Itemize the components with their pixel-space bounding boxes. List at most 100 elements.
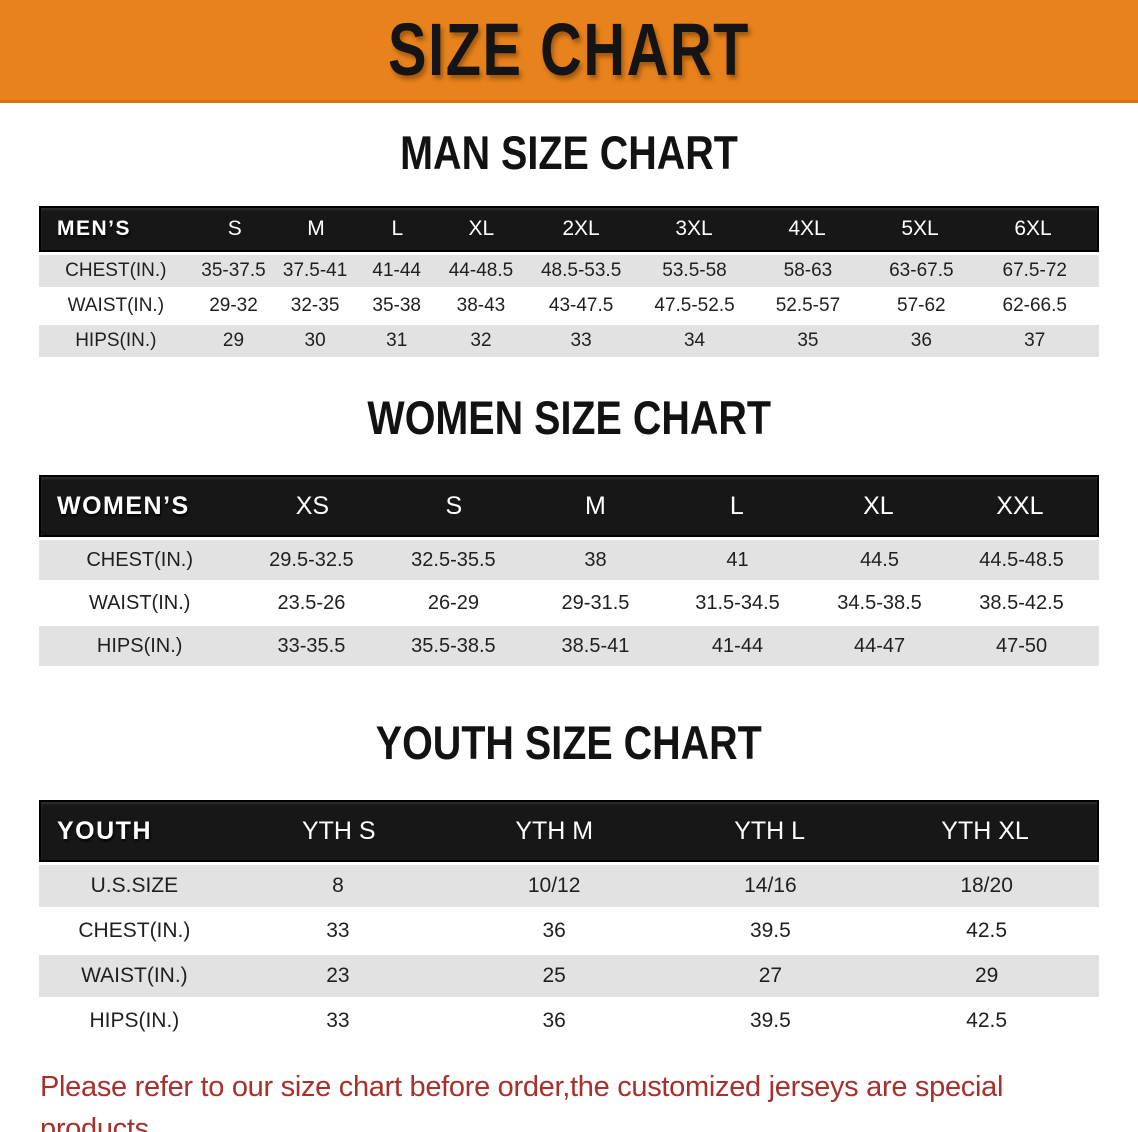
mens-header-label: MEN’S xyxy=(57,217,132,240)
mens-cell-value: 34 xyxy=(683,330,706,351)
womens-header-label: WOMEN’S xyxy=(57,491,190,520)
youth-size-table: YOUTH YTH S YTH M YTH L YTH XL U.S.SIZE 8 10/1… xyxy=(39,800,1099,1042)
womens-section-heading: WOMEN SIZE CHART xyxy=(0,390,1138,455)
womens-row-label: WAIST(IN.) xyxy=(88,591,191,614)
mens-row-label: WAIST(IN.) xyxy=(67,295,165,316)
youth-cell-value: 27 xyxy=(758,964,783,987)
womens-cell-value: 35.5-38.5 xyxy=(411,634,496,657)
mens-cell-value: 30 xyxy=(304,330,326,351)
womens-row-label: CHEST(IN.) xyxy=(86,548,194,571)
youth-column-header: YTH L xyxy=(734,816,806,845)
youth-size-section: YOUTH SIZE CHART YOUTH YTH S YTH M YTH L YTH… xyxy=(0,715,1138,1042)
mens-cell-value: 37.5-41 xyxy=(282,260,348,281)
table-row: HIPS(IN.) 33-35.5 35.5-38.5 38.5-41 41-44 44-… xyxy=(39,626,1099,666)
womens-cell-value: 44.5 xyxy=(860,548,899,571)
womens-cell-value: 29.5-32.5 xyxy=(269,548,354,571)
youth-cell-value: 29 xyxy=(974,964,999,987)
youth-column-header: YTH XL xyxy=(941,816,1029,845)
mens-cell-value: 33 xyxy=(570,330,592,351)
mens-cell-value: 44-48.5 xyxy=(448,260,514,281)
youth-column-header: YTH S xyxy=(301,816,376,845)
mens-table-body: CHEST(IN.) 35-37.5 37.5-41 41-44 44-48.5 48.5… xyxy=(39,255,1099,357)
womens-table-header-row: WOMEN’S XS S M L XL XXL xyxy=(39,475,1099,537)
womens-cell-value: 38.5-41 xyxy=(561,634,630,657)
mens-cell-value: 63-67.5 xyxy=(889,260,954,281)
mens-cell-value: 29 xyxy=(222,330,245,351)
womens-cell-value: 32.5-35.5 xyxy=(411,548,496,571)
youth-cell-value: 14/16 xyxy=(744,874,797,897)
youth-cell-value: 23 xyxy=(326,964,350,987)
womens-size-section: WOMEN SIZE CHART WOMEN’S XS S M L XL XXL CHEST… xyxy=(0,390,1138,666)
mens-cell-value: 58-63 xyxy=(783,260,833,281)
mens-column-header: 3XL xyxy=(675,217,713,240)
youth-cell-value: 36 xyxy=(542,919,566,942)
mens-size-section: MAN SIZE CHART MEN’S S M L XL 2XL 3XL 4XL 5XL 6XL… xyxy=(0,125,1138,357)
womens-table-body: CHEST(IN.) 29.5-32.5 32.5-35.5 38 41 44.5 44.5… xyxy=(39,540,1099,666)
mens-cell-value: 47.5-52.5 xyxy=(654,295,735,316)
mens-cell-value: 53.5-58 xyxy=(662,260,727,281)
mens-column-header: M xyxy=(307,217,325,240)
youth-cell-value: 36 xyxy=(542,1009,566,1032)
mens-cell-value: 29-32 xyxy=(209,295,258,316)
table-row: HIPS(IN.) 33 36 39.5 42.5 xyxy=(39,1000,1099,1042)
mens-cell-value: 62-66.5 xyxy=(1002,295,1067,316)
womens-row-label: HIPS(IN.) xyxy=(96,634,183,657)
womens-size-table: WOMEN’S XS S M L XL XXL CHEST(IN.) 29.5-32.5 32.… xyxy=(39,475,1099,666)
table-row: WAIST(IN.) 23.5-26 26-29 29-31.5 31.5-34.5 34… xyxy=(39,583,1099,623)
youth-cell-value: 8 xyxy=(332,874,344,897)
youth-cell-value: 42.5 xyxy=(966,1009,1008,1032)
mens-cell-value: 37 xyxy=(1024,330,1046,351)
mens-row-label: HIPS(IN.) xyxy=(75,330,157,351)
youth-cell-value: 18/20 xyxy=(960,874,1013,897)
youth-cell-value: 39.5 xyxy=(749,919,791,942)
womens-cell-value: 41-44 xyxy=(711,634,764,657)
table-row: CHEST(IN.) 35-37.5 37.5-41 41-44 44-48.5 48.5… xyxy=(39,255,1099,287)
youth-header-label: YOUTH xyxy=(57,816,152,845)
youth-table-header-row: YOUTH YTH S YTH M YTH L YTH XL xyxy=(39,800,1099,862)
mens-size-table: MEN’S S M L XL 2XL 3XL 4XL 5XL 6XL CHEST(IN.) 35-3… xyxy=(39,206,1099,357)
youth-row-label: WAIST(IN.) xyxy=(81,964,188,987)
mens-column-header: 2XL xyxy=(562,217,600,240)
womens-column-header: S xyxy=(445,491,463,520)
mens-column-header: 6XL xyxy=(1014,217,1052,240)
mens-cell-value: 52.5-57 xyxy=(775,295,841,316)
womens-cell-value: 47-50 xyxy=(995,634,1048,657)
table-row: CHEST(IN.) 29.5-32.5 32.5-35.5 38 41 44.5 44.5… xyxy=(39,540,1099,580)
disclaimer-line-1: Please refer to our size chart before or… xyxy=(40,1071,1004,1132)
womens-column-header: XL xyxy=(863,491,894,520)
table-row: CHEST(IN.) 33 36 39.5 42.5 xyxy=(39,910,1099,952)
table-row: WAIST(IN.) 23 25 27 29 xyxy=(39,955,1099,997)
youth-cell-value: 33 xyxy=(326,919,350,942)
mens-table-header-row: MEN’S S M L XL 2XL 3XL 4XL 5XL 6XL xyxy=(39,206,1099,252)
mens-column-header: XL xyxy=(468,217,495,240)
mens-column-header: L xyxy=(391,217,404,240)
banner: SIZE CHART xyxy=(0,0,1138,103)
youth-section-heading-text: YOUTH SIZE CHART xyxy=(375,716,763,769)
womens-cell-value: 29-31.5 xyxy=(561,591,630,614)
mens-cell-value: 32 xyxy=(470,330,492,351)
womens-cell-value: 38 xyxy=(584,548,607,571)
youth-cell-value: 42.5 xyxy=(966,919,1008,942)
youth-cell-value: 25 xyxy=(542,964,566,987)
mens-column-header: 4XL xyxy=(788,217,826,240)
mens-cell-value: 31 xyxy=(386,330,408,351)
womens-cell-value: 44.5-48.5 xyxy=(979,548,1064,571)
youth-cell-value: 39.5 xyxy=(749,1009,791,1032)
womens-cell-value: 33-35.5 xyxy=(277,634,346,657)
mens-cell-value: 35-38 xyxy=(372,295,422,316)
youth-column-header: YTH M xyxy=(515,816,594,845)
mens-cell-value: 57-62 xyxy=(897,295,946,316)
youth-table-body: U.S.SIZE 8 10/12 14/16 18/20 CHEST(IN.) 33 36 39… xyxy=(39,865,1099,1042)
youth-row-label: HIPS(IN.) xyxy=(89,1009,180,1032)
mens-cell-value: 35 xyxy=(797,330,819,351)
womens-column-header: L xyxy=(729,491,744,520)
disclaimer: Please refer to our size chart before or… xyxy=(0,1066,1138,1132)
mens-section-heading-text: MAN SIZE CHART xyxy=(400,126,738,179)
mens-cell-value: 41-44 xyxy=(372,260,422,281)
womens-column-header: M xyxy=(584,491,606,520)
youth-section-heading: YOUTH SIZE CHART xyxy=(0,715,1138,780)
womens-section-heading-text: WOMEN SIZE CHART xyxy=(367,391,771,444)
youth-cell-value: 33 xyxy=(326,1009,350,1032)
womens-column-header: XXL xyxy=(996,491,1044,520)
